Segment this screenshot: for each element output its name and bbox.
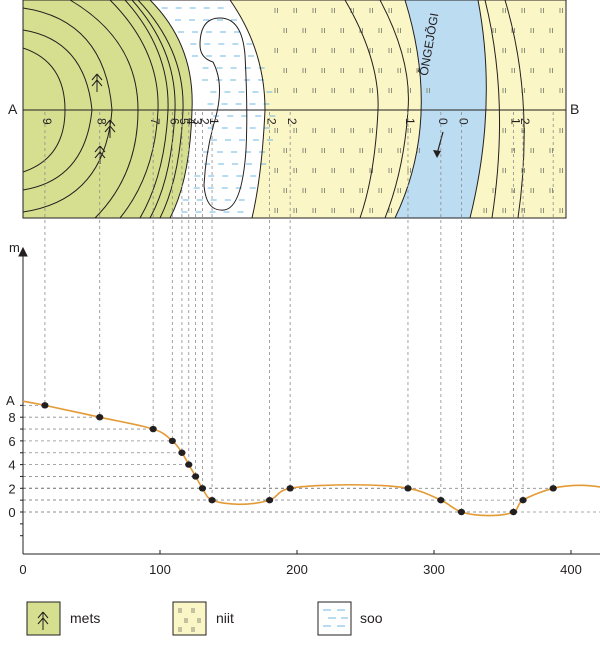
swamp-icon: [323, 609, 348, 627]
legend-item-niit: niit: [172, 601, 234, 636]
contour-line-1-loop: [199, 17, 248, 211]
profile-point: [266, 496, 274, 504]
y-tick-label: 0: [8, 505, 15, 520]
legend-item-mets: mets: [26, 601, 100, 636]
contour-line-0-c: [469, 0, 487, 218]
profile-point: [549, 485, 557, 492]
y-tick-label: 8: [8, 410, 15, 425]
legend-label-soo: soo: [360, 610, 383, 626]
contour-label: 0: [456, 118, 470, 125]
contour-label: 0: [436, 118, 450, 125]
contour-label: 2: [265, 118, 279, 125]
contour-label: 1: [508, 118, 522, 125]
contour-label: 3: [191, 118, 205, 125]
profile-point: [286, 485, 294, 492]
legend-label-mets: mets: [70, 610, 100, 626]
meadow-symbol-swatch: [172, 601, 207, 636]
legend-label-niit: niit: [216, 610, 234, 626]
contour-lines: [23, 0, 525, 218]
profile-point: [198, 485, 207, 492]
x-tick-label: 200: [286, 562, 308, 577]
profile-point: [168, 437, 176, 445]
point-a-label: A: [8, 101, 18, 117]
profile-point: [185, 461, 193, 468]
map-frame: [22, 0, 567, 219]
y-tick-label: 6: [8, 434, 15, 449]
forest-area: [23, 0, 193, 218]
profile-point: [509, 508, 518, 516]
profile-point: [149, 425, 157, 433]
profile-point: [96, 414, 104, 421]
contour-label: 7: [148, 118, 162, 125]
contour-label: 4: [184, 118, 198, 125]
x-tick-label: 300: [423, 562, 445, 577]
contour-label: 6: [167, 118, 181, 125]
profile-point: [178, 449, 186, 456]
profile-point: [404, 485, 412, 492]
profile-point: [208, 496, 216, 504]
y-axis-start-label: A: [6, 393, 15, 408]
profile-points: [41, 402, 557, 516]
contour-line-1-c: [484, 0, 501, 218]
profile-point: [437, 496, 445, 504]
profile-point: [457, 508, 465, 516]
y-tick-label: 4: [8, 458, 15, 473]
contour-line-2-c: [504, 0, 525, 218]
profile-point: [41, 402, 49, 409]
meadow-symbols: [274, 8, 563, 213]
projection-lines: [23, 112, 600, 513]
contour-label: 9: [40, 118, 54, 125]
axis-ticks: 0 100 200 300 400 0 2 4 6 8: [8, 404, 582, 577]
contour-label: 2: [285, 118, 299, 125]
tree-icon: [104, 119, 116, 138]
x-tick-label: 400: [560, 562, 582, 577]
contour-label: 1: [403, 118, 417, 125]
swamp-symbols: [161, 7, 276, 213]
flow-arrow-icon: [433, 131, 444, 158]
x-tick-label: 100: [149, 562, 171, 577]
contour-line-0-b: [394, 0, 422, 218]
contour-label: 5: [177, 118, 191, 125]
legend: mets niit soo: [26, 601, 383, 636]
contour-label: 2: [197, 118, 211, 125]
profile-point: [192, 473, 200, 480]
y-tick-label: 2: [8, 481, 15, 496]
legend-item-soo: soo: [317, 601, 383, 636]
y-axis-label: m: [9, 240, 20, 255]
contour-label: 1: [207, 118, 221, 125]
chart-axes: [18, 246, 600, 555]
contour-label: 2: [518, 118, 532, 125]
point-b-label: B: [570, 101, 579, 117]
y-axis-arrow-icon: [18, 246, 28, 257]
contour-label: 8: [95, 118, 109, 125]
tree-icon: [91, 73, 103, 92]
profile-point: [519, 496, 527, 504]
meadow-icon: [178, 608, 201, 632]
x-tick-label: 0: [19, 562, 26, 577]
tree-icon: [37, 611, 49, 630]
